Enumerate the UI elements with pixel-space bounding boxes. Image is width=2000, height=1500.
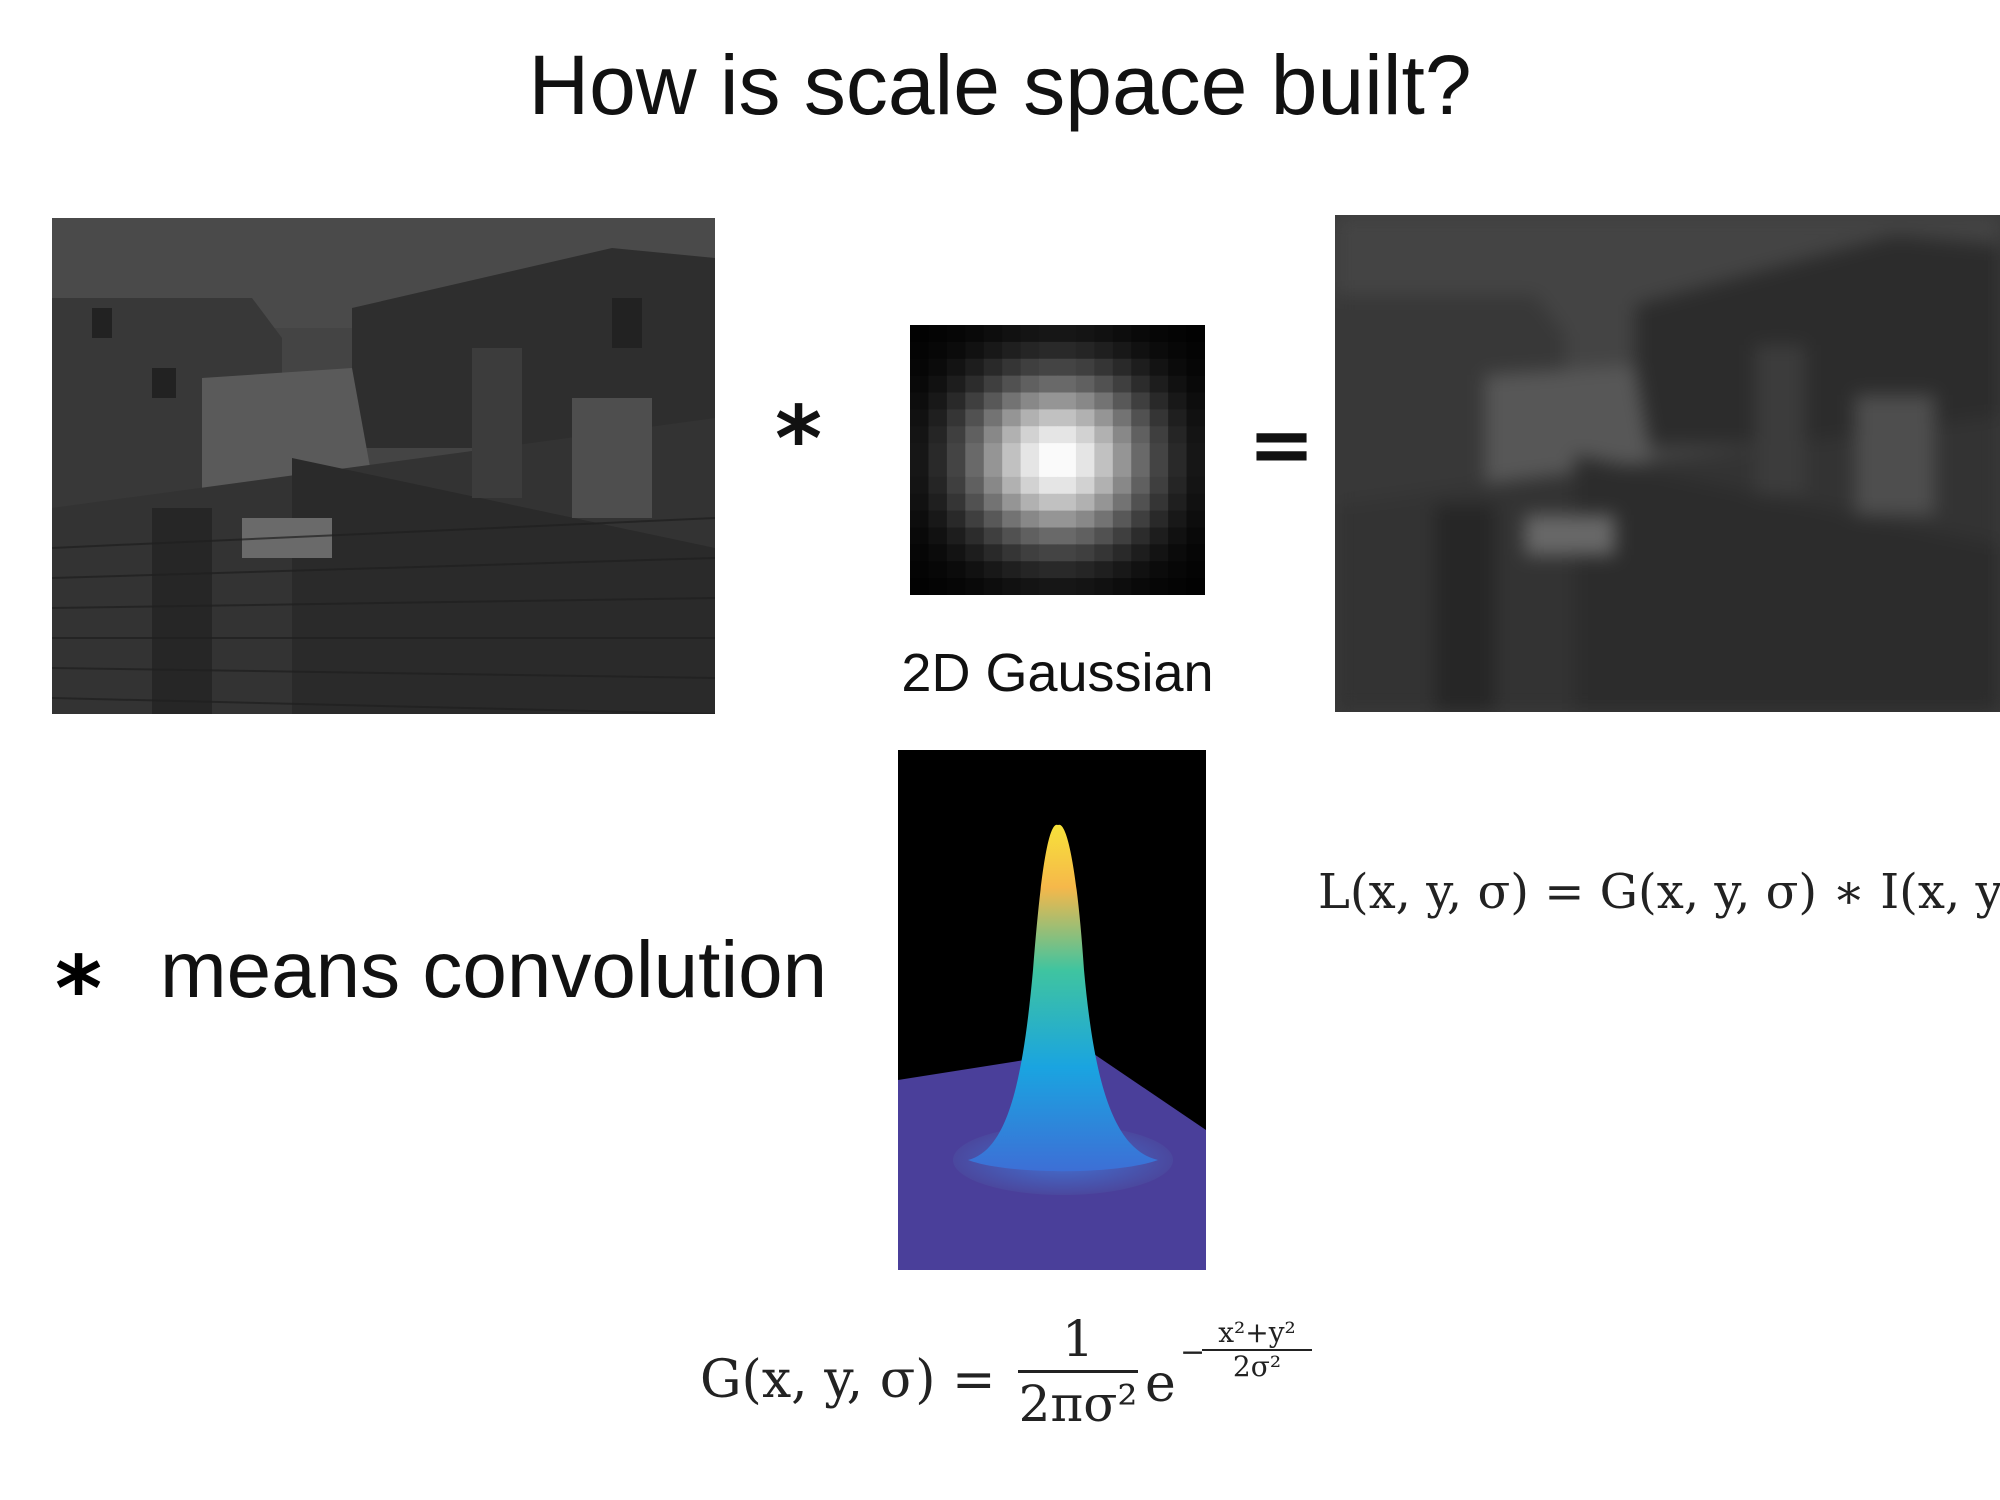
- exponent-numerator: x²+y²: [1218, 1316, 1296, 1349]
- scale-space-equation: L(x, y, σ) = G(x, y, σ) ∗ I(x, y): [1318, 864, 2000, 920]
- gaussian-equation-lhs: G(x, y, σ) =: [700, 1350, 996, 1410]
- blurred-rooftop-photo: [1335, 215, 2000, 712]
- fraction-numerator: 1: [1062, 1310, 1094, 1368]
- exponent-fraction: x²+y² 2σ²: [1202, 1318, 1312, 1382]
- fraction-denominator: 2πσ²: [1018, 1375, 1138, 1433]
- original-rooftop-photo: [52, 218, 715, 714]
- convolution-symbol: *: [55, 937, 103, 1042]
- kernel-caption: 2D Gaussian: [901, 643, 1214, 703]
- gaussian-kernel-image: [910, 325, 1205, 595]
- exponent-fraction-bar: [1202, 1349, 1312, 1351]
- convolution-legend-text: means convolution: [160, 925, 828, 1014]
- exponent-denominator: 2σ²: [1232, 1350, 1282, 1383]
- exponential-base: e: [1145, 1354, 1176, 1414]
- gaussian-equation: G(x, y, σ) = 1 2πσ² e − x²+y² 2σ²: [700, 1310, 1340, 1450]
- gaussian-normalization-fraction: 1 2πσ²: [1018, 1310, 1138, 1433]
- slide-title: How is scale space built?: [528, 38, 1472, 132]
- exponent-sign: −: [1180, 1335, 1206, 1370]
- convolution-operator: *: [775, 387, 823, 492]
- gaussian-surface-plot: [898, 750, 1206, 1270]
- fraction-bar: [1018, 1370, 1138, 1373]
- equals-operator: =: [1248, 398, 1316, 491]
